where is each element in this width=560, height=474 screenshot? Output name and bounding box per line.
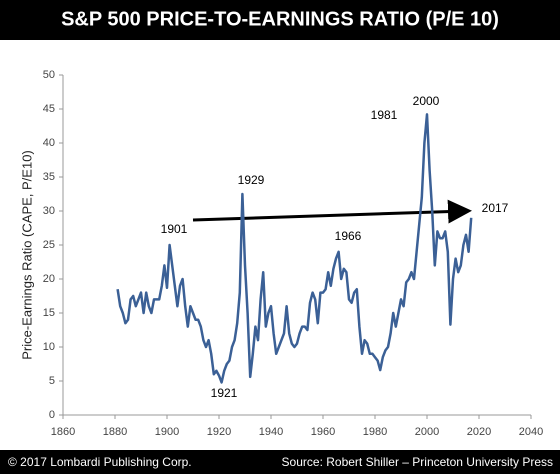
y-tick-label: 0	[49, 409, 55, 421]
x-tick-label: 1920	[207, 426, 231, 438]
x-tick-label: 2040	[519, 426, 543, 438]
x-tick-label: 2000	[415, 426, 439, 438]
annotation: 1921	[211, 386, 238, 400]
copyright: © 2017 Lombardi Publishing Corp.	[8, 455, 192, 469]
x-tick-label: 1880	[103, 426, 127, 438]
annotation: 2017	[482, 201, 509, 215]
annotation: 2000	[413, 94, 440, 108]
x-tick-label: 1860	[51, 426, 75, 438]
y-tick-label: 40	[43, 137, 55, 149]
y-axis-label: Price-Earnings Ratio (CAPE, P/E10)	[19, 150, 34, 360]
y-tick-label: 45	[43, 103, 55, 115]
y-tick-label: 10	[43, 341, 55, 353]
annotation: 1966	[335, 229, 362, 243]
annotation: 1981	[371, 108, 398, 122]
x-tick-label: 1980	[363, 426, 387, 438]
chart-title: S&P 500 PRICE-TO-EARNINGS RATIO (P/E 10)	[61, 8, 499, 30]
y-tick-label: 25	[43, 239, 55, 251]
y-tick-label: 50	[43, 69, 55, 81]
annotation: 1929	[238, 173, 265, 187]
y-tick-label: 15	[43, 307, 55, 319]
y-tick-label: 30	[43, 205, 55, 217]
source: Source: Robert Shiller – Princeton Unive…	[282, 455, 553, 469]
y-tick-label: 5	[49, 375, 55, 387]
footer-bar	[0, 450, 560, 474]
title-bar	[0, 0, 560, 40]
y-tick-label: 20	[43, 273, 55, 285]
x-tick-label: 1960	[311, 426, 335, 438]
data-line	[116, 113, 473, 384]
y-tick-label: 35	[43, 171, 55, 183]
x-tick-label: 1940	[259, 426, 283, 438]
x-tick-label: 2020	[467, 426, 491, 438]
trend-arrow	[192, 199, 472, 224]
x-tick-label: 1900	[155, 426, 179, 438]
annotation: 1901	[161, 222, 188, 236]
